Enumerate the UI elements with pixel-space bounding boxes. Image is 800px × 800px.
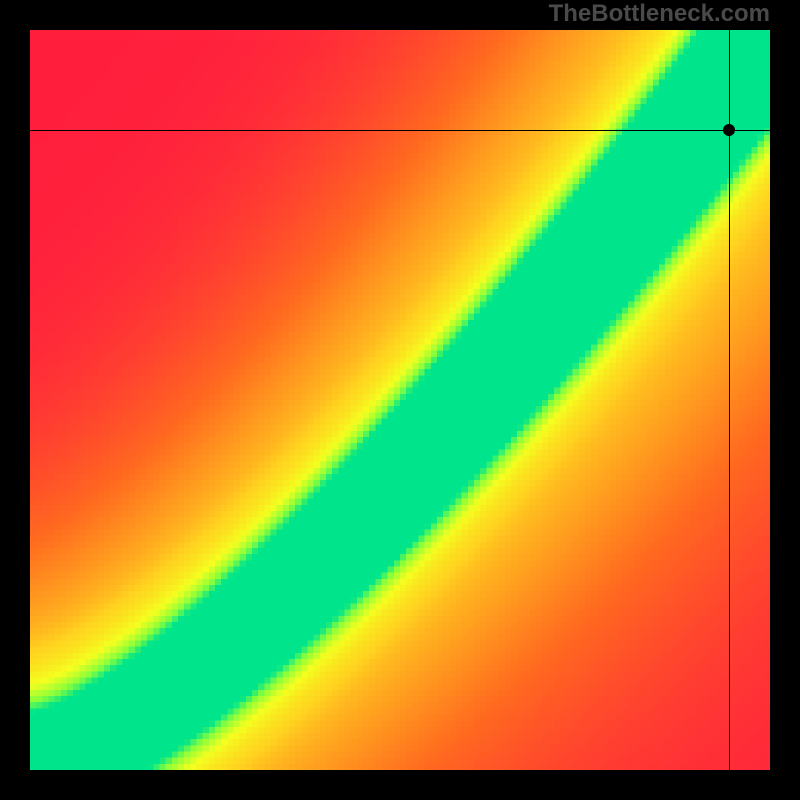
heatmap-chart	[30, 30, 770, 770]
crosshair-vertical	[729, 30, 730, 770]
watermark-text: TheBottleneck.com	[549, 0, 770, 28]
crosshair-horizontal	[30, 130, 770, 131]
heatmap-canvas	[30, 30, 770, 770]
crosshair-marker	[723, 124, 735, 136]
page-root: TheBottleneck.com	[0, 0, 800, 800]
